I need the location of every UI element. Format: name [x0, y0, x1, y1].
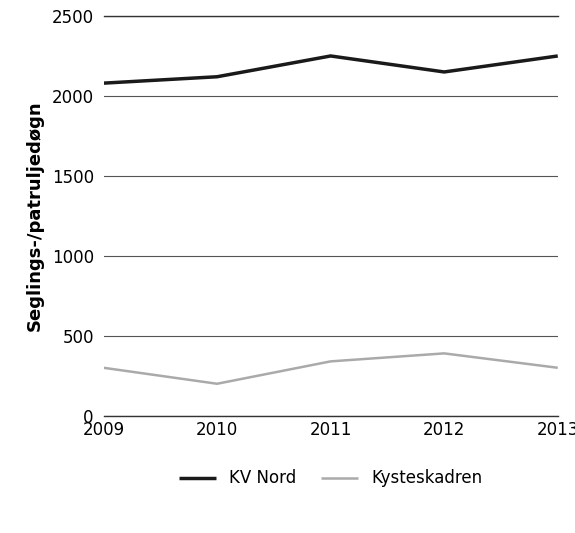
KV Nord — [327, 53, 334, 59]
KV Nord — [441, 69, 448, 75]
KV Nord — [100, 80, 107, 86]
Kysteskadren — [441, 350, 448, 357]
Kysteskadren — [100, 365, 107, 371]
Kysteskadren — [214, 381, 221, 387]
Y-axis label: Seglings-/patruljedøgn: Seglings-/patruljedøgn — [25, 101, 43, 331]
KV Nord — [554, 53, 561, 59]
Kysteskadren — [554, 365, 561, 371]
KV Nord — [214, 74, 221, 80]
Legend: KV Nord, Kysteskadren: KV Nord, Kysteskadren — [179, 470, 482, 487]
Kysteskadren — [327, 358, 334, 365]
Line: KV Nord: KV Nord — [104, 56, 558, 83]
Line: Kysteskadren: Kysteskadren — [104, 353, 558, 384]
